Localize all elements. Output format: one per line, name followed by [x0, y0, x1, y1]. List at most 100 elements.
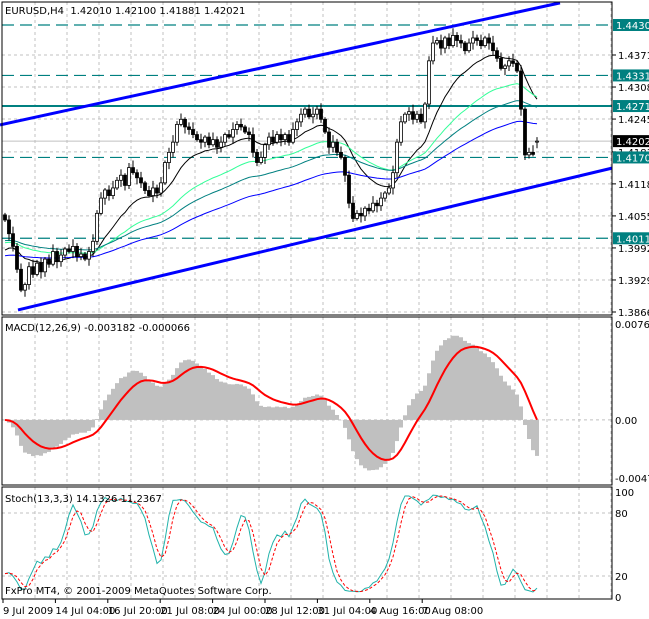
candle-bull	[355, 212, 359, 219]
macd-axis-label: -0.00471	[615, 474, 649, 485]
macd-histogram-bar	[71, 419, 75, 435]
macd-histogram-bar	[39, 419, 43, 456]
macd-histogram-bar	[171, 374, 175, 420]
macd-histogram-bar	[59, 419, 63, 444]
macd-histogram-bar	[55, 419, 59, 447]
moving-average-line-4	[4, 120, 538, 259]
candle-bull	[99, 197, 103, 214]
macd-histogram-bar	[87, 419, 91, 431]
candle-bear	[319, 108, 323, 120]
candle-bear	[187, 126, 191, 130]
price-pane[interactable]	[0, 1, 613, 312]
stochastic-pane[interactable]	[4, 494, 538, 593]
candle-bear	[155, 187, 159, 194]
candle-bear	[7, 219, 11, 235]
candle-bull	[71, 246, 75, 252]
candle-bear	[519, 70, 523, 110]
candle-bear	[491, 42, 495, 52]
macd-histogram-bar	[359, 419, 363, 466]
candle-bear	[199, 139, 203, 143]
candle-bear	[55, 251, 59, 263]
candle-bull	[535, 140, 539, 143]
price-axis-label: 1.40550	[618, 212, 649, 223]
macd-pane[interactable]	[4, 335, 539, 471]
macd-histogram-bar	[143, 376, 147, 420]
candle-bear	[511, 60, 515, 64]
macd-histogram-bar	[431, 360, 435, 420]
macd-histogram-bar	[83, 419, 87, 433]
macd-histogram-bar	[107, 394, 111, 420]
macd-histogram-bar	[43, 419, 47, 454]
time-axis-label: 7 Aug 08:00	[422, 606, 483, 617]
macd-histogram-bar	[383, 419, 387, 464]
candle-bull	[231, 129, 235, 138]
macd-histogram-bar	[407, 405, 411, 420]
level-price-tag	[613, 232, 649, 245]
candle-bear	[347, 174, 351, 204]
moving-average-line-3	[4, 100, 538, 251]
macd-histogram-bar	[403, 415, 407, 420]
candle-bear	[359, 212, 363, 217]
candle-bull	[127, 167, 131, 186]
macd-histogram-bar	[219, 381, 223, 420]
candle-bull	[331, 141, 335, 148]
price-axis-label: 1.43085	[618, 83, 649, 94]
macd-histogram-bar	[175, 368, 179, 420]
candle-bull	[63, 248, 67, 256]
macd-histogram-bar	[411, 399, 415, 420]
candle-bull	[311, 113, 315, 118]
macd-histogram-bar	[399, 419, 403, 428]
macd-histogram-bar	[255, 401, 259, 420]
macd-histogram-bar	[279, 407, 283, 420]
macd-histogram-bar	[187, 359, 191, 420]
macd-histogram-bar	[231, 384, 235, 420]
candle-bear	[83, 253, 87, 260]
time-axis-label: 31 Jul 04:00	[317, 606, 377, 617]
macd-histogram-bar	[215, 379, 219, 420]
macd-histogram-bar	[47, 419, 51, 452]
macd-histogram-bar	[483, 353, 487, 420]
candle-bear	[31, 266, 35, 275]
macd-histogram-bar	[387, 419, 391, 460]
moving-average-line-1	[4, 54, 538, 264]
candle-bear	[47, 258, 51, 265]
candle-bear	[271, 136, 275, 143]
candle-bull	[451, 35, 455, 46]
candle-bull	[111, 187, 115, 196]
candle-bull	[435, 40, 439, 44]
candle-bear	[147, 190, 151, 196]
macd-histogram-bar	[391, 419, 395, 453]
candle-bear	[279, 134, 283, 141]
macd-histogram-bar	[307, 396, 311, 420]
candle-bear	[207, 136, 211, 146]
candle-bull	[399, 121, 403, 143]
candle-bull	[431, 42, 435, 62]
macd-histogram-bar	[463, 340, 467, 420]
candle-bull	[167, 151, 171, 163]
macd-histogram-bar	[315, 394, 319, 420]
macd-histogram-bar	[351, 419, 355, 452]
macd-histogram-bar	[531, 419, 535, 451]
stoch-axis-label: 100	[615, 488, 634, 499]
macd-histogram-bar	[527, 419, 531, 440]
moving-average-line-2	[4, 83, 538, 254]
macd-histogram-bar	[163, 383, 167, 420]
macd-histogram-bar	[479, 351, 483, 420]
candle-bear	[67, 248, 71, 252]
candle-bear	[11, 233, 15, 247]
candle-bull	[415, 113, 419, 120]
candle-bull	[171, 141, 175, 153]
candle-bear	[327, 131, 331, 148]
macd-histogram-bar	[343, 419, 347, 428]
candle-bull	[267, 136, 271, 146]
candle-bear	[191, 129, 195, 135]
macd-histogram-bar	[263, 406, 267, 420]
macd-histogram-bar	[195, 363, 199, 420]
candle-bull	[59, 254, 63, 263]
macd-histogram-bar	[499, 375, 503, 420]
macd-histogram-bar	[95, 419, 99, 420]
price-axis-label: 1.39290	[618, 276, 649, 287]
macd-histogram-bar	[251, 394, 255, 420]
candle-bull	[391, 172, 395, 189]
